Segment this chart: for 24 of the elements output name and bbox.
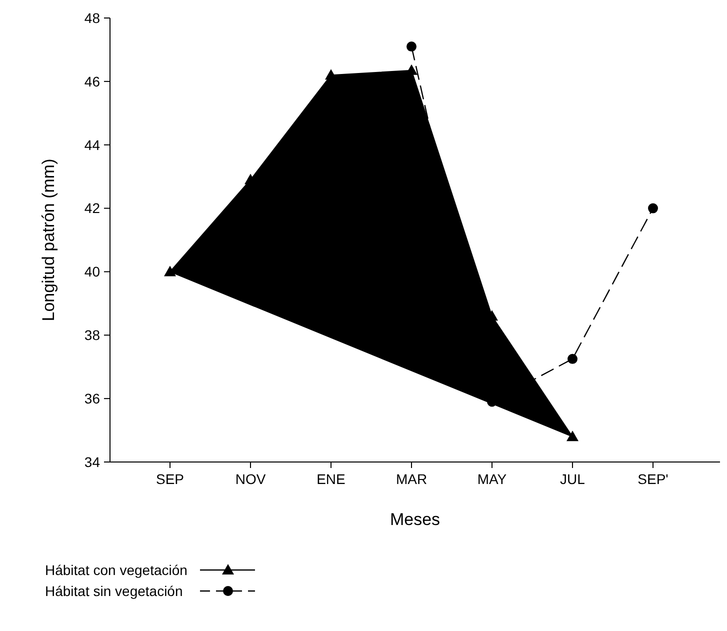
y-tick-label: 48 bbox=[84, 10, 100, 26]
x-tick-label: SEP bbox=[156, 471, 184, 487]
point bbox=[406, 42, 416, 52]
y-tick-label: 40 bbox=[84, 264, 100, 280]
point bbox=[568, 354, 578, 364]
point bbox=[648, 203, 658, 214]
x-tick-label: SEP' bbox=[638, 471, 668, 487]
y-tick-label: 34 bbox=[84, 454, 100, 470]
y-tick-label: 38 bbox=[84, 327, 100, 344]
y-tick-label: 42 bbox=[84, 200, 100, 216]
x-tick-label: MAR bbox=[396, 471, 428, 487]
y-tick-label: 36 bbox=[84, 390, 100, 406]
x-tick-label: MAY bbox=[477, 471, 508, 487]
y-tick-label: 44 bbox=[84, 136, 100, 153]
legend-label: Hábitat con vegetación bbox=[45, 562, 188, 578]
x-axis-title: Meses bbox=[390, 510, 440, 529]
legend-label: Hábitat sin vegetación bbox=[45, 582, 183, 599]
x-tick-label: ENE bbox=[316, 471, 346, 487]
y-axis-title: Longitud patrón (mm) bbox=[39, 158, 58, 322]
point bbox=[566, 430, 578, 442]
y-tick-label: 46 bbox=[84, 73, 100, 90]
point bbox=[164, 266, 176, 276]
x-tick-label: JUL bbox=[560, 471, 586, 487]
x-tick-label: NOV bbox=[235, 471, 266, 487]
